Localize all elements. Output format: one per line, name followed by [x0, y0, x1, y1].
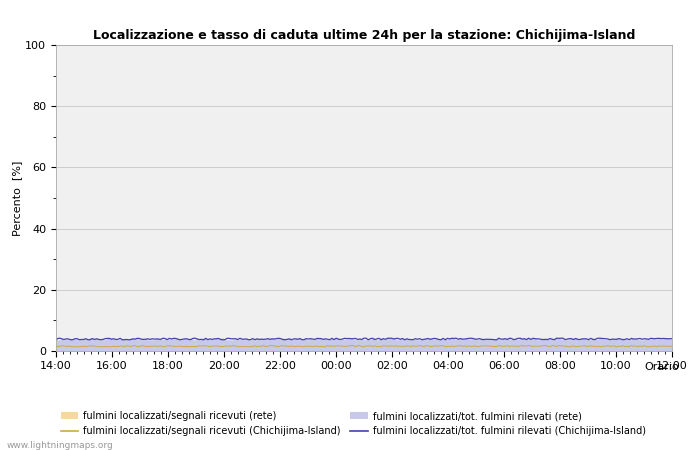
Text: www.lightningmaps.org: www.lightningmaps.org	[7, 441, 113, 450]
Text: Orario: Orario	[644, 362, 679, 372]
Title: Localizzazione e tasso di caduta ultime 24h per la stazione: Chichijima-Island: Localizzazione e tasso di caduta ultime …	[93, 29, 635, 42]
Legend: fulmini localizzati/segnali ricevuti (rete), fulmini localizzati/segnali ricevut: fulmini localizzati/segnali ricevuti (re…	[61, 411, 646, 436]
Y-axis label: Percento  [%]: Percento [%]	[13, 160, 22, 236]
